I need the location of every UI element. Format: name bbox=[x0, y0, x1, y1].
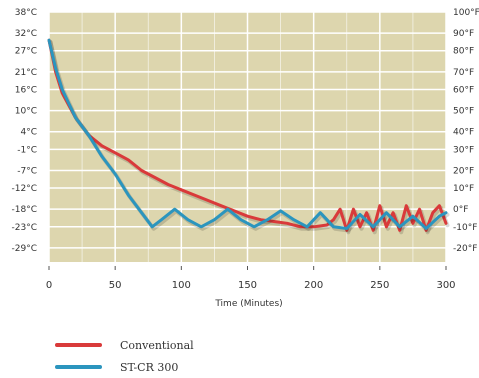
y-tick-label-left: 38°C bbox=[15, 8, 37, 18]
x-tick-label: 200 bbox=[304, 280, 323, 291]
y-tick-label-left: -12°C bbox=[12, 184, 37, 194]
y-tick-label-right: 90°F bbox=[453, 29, 474, 39]
y-tick-label-right: 30°F bbox=[453, 145, 474, 155]
y-tick-label-left: -23°C bbox=[12, 223, 37, 233]
y-tick-label-right: 60°F bbox=[453, 85, 474, 95]
y-tick-label-left: 16°C bbox=[15, 85, 37, 95]
y-tick-label-left: -7°C bbox=[17, 166, 37, 176]
y-tick-label-right: 0°F bbox=[453, 205, 468, 215]
y-tick-label-right: 80°F bbox=[453, 47, 474, 57]
y-tick-label-left: 21°C bbox=[15, 68, 37, 78]
x-tick-label: 100 bbox=[172, 280, 191, 291]
y-tick-label-right: -10°F bbox=[453, 223, 477, 233]
y-tick-label-left: -1°C bbox=[17, 145, 37, 155]
legend: Conventional ST-CR 300 bbox=[55, 339, 194, 374]
y-tick-label-right: 50°F bbox=[453, 107, 474, 117]
x-axis-title: Time (Minutes) bbox=[214, 299, 282, 309]
y-tick-label-right: -20°F bbox=[453, 244, 477, 254]
y-tick-label-right: 20°F bbox=[453, 166, 474, 176]
y-tick-label-left: -18°C bbox=[12, 205, 37, 215]
y-tick-label-right: 40°F bbox=[453, 128, 474, 138]
series-line-conventional bbox=[47, 38, 448, 232]
legend-label-st-cr-300: ST-CR 300 bbox=[120, 361, 178, 374]
x-tick-label: 250 bbox=[370, 280, 389, 291]
y-tick-label-right: 10°F bbox=[453, 184, 474, 194]
series-line-st-cr-300 bbox=[47, 38, 448, 230]
y-tick-label-right: 100°F bbox=[453, 8, 479, 18]
y-tick-label-left: 32°C bbox=[15, 29, 37, 39]
legend-label-conventional: Conventional bbox=[120, 339, 194, 352]
y-tick-label-right: 70°F bbox=[453, 68, 474, 78]
x-tick-label: 300 bbox=[436, 280, 455, 291]
y-tick-label-left: 27°C bbox=[15, 47, 37, 57]
x-tick-label: 50 bbox=[109, 280, 122, 291]
x-tick-label: 0 bbox=[46, 280, 52, 291]
y-tick-label-left: 10°C bbox=[15, 107, 37, 117]
y-tick-label-left: -29°C bbox=[12, 244, 37, 254]
y-tick-label-left: 4°C bbox=[20, 128, 37, 138]
x-tick-label: 150 bbox=[238, 280, 257, 291]
